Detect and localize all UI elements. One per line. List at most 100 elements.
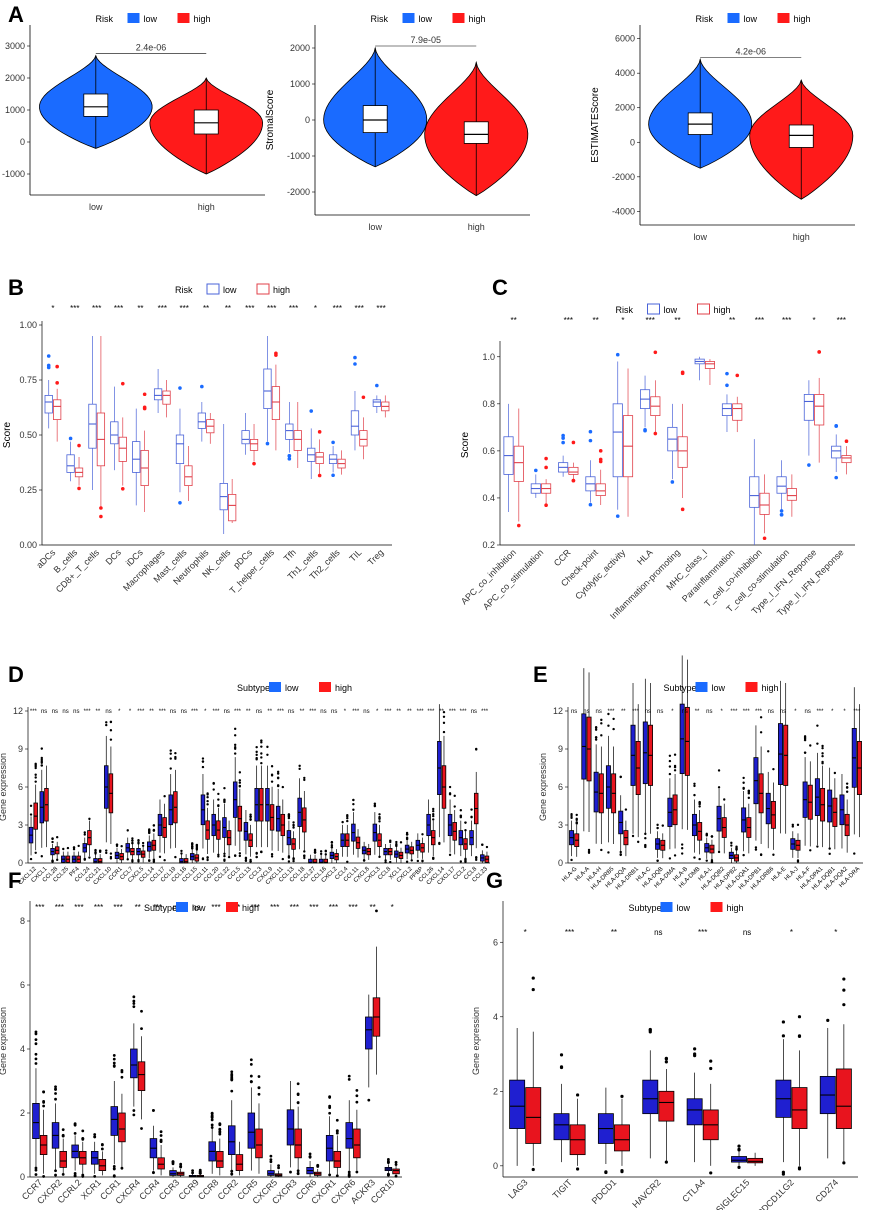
D-outlier-low	[169, 752, 172, 755]
D-outlier-high	[217, 804, 220, 808]
C-legend: Risk low high	[616, 303, 731, 315]
E-outlier-low	[570, 858, 573, 862]
D-outlier-high	[109, 738, 113, 741]
D-outlier-low	[459, 816, 463, 819]
C-outlier-high	[598, 449, 603, 453]
E-outlier-low	[668, 754, 672, 758]
B-outlier-low	[287, 457, 292, 461]
D-sig-CCL8: ns	[471, 709, 477, 715]
B-box-high-Mast_cells	[184, 465, 193, 486]
D-outlier-high	[152, 824, 156, 827]
D-sig-CCL11: *	[204, 709, 207, 715]
D-outlier-low	[201, 857, 205, 861]
E-outlier-high	[636, 840, 640, 844]
E-sig-HLA-DQB: ns	[657, 709, 663, 715]
F-outlier-low	[112, 1054, 116, 1057]
C-outlier-low	[779, 509, 784, 513]
F-outlier-low	[34, 1057, 38, 1061]
F-box-high-CCR2	[235, 1154, 244, 1171]
D-outlier-high	[195, 843, 199, 847]
C-outlier-low	[725, 371, 729, 376]
C-outlier-low	[779, 512, 784, 517]
C-outlier-low	[588, 502, 593, 507]
D-sig-CCL25: ns	[62, 709, 68, 715]
E-outlier-low	[693, 793, 696, 797]
D-outlier-low	[51, 840, 54, 844]
G-outlier-high	[664, 1160, 668, 1164]
F-outlier-high	[120, 1075, 124, 1079]
D-outlier-high	[260, 756, 263, 759]
D-outlier-high	[238, 854, 242, 858]
B-xtick-label-TIL: TIL	[347, 547, 363, 563]
C-sig-Type_I_IFN_Reponse: *	[812, 316, 815, 325]
C-outlier-high	[817, 350, 821, 354]
G-sig-PDCD1LG2: *	[790, 928, 793, 937]
E-outlier-high	[698, 801, 701, 804]
D-outlier-high	[292, 858, 295, 861]
C-outlier-high	[735, 373, 740, 378]
E-sig-HLA-DRB6: ns	[768, 709, 774, 715]
G-legend: Subtype low high	[629, 902, 744, 913]
F-outlier-high	[394, 1160, 398, 1164]
D-outlier-high	[485, 845, 489, 849]
D-outlier-high	[238, 771, 242, 774]
F-outlier-high	[140, 1009, 143, 1013]
E-outlier-high	[600, 722, 603, 725]
D-outlier-high	[34, 765, 37, 768]
E-outlier-low	[803, 735, 807, 738]
D-outlier-low	[29, 857, 33, 861]
C-outlier-high	[571, 478, 576, 483]
D-outlier-low	[223, 852, 226, 855]
F-outlier-low	[152, 1171, 155, 1175]
D-sig-PF4: ns	[73, 709, 79, 715]
E-outlier-low	[730, 844, 733, 847]
F-outlier-low	[191, 1169, 194, 1173]
F-outlier-high	[179, 1162, 183, 1166]
D-outlier-low	[29, 804, 33, 808]
D-outlier-high	[34, 762, 37, 766]
D-sig-CCL16: ns	[320, 709, 326, 715]
D-outlier-low	[212, 781, 215, 785]
G-legend-label-low: low	[677, 903, 691, 913]
E-outlier-low	[693, 782, 696, 785]
F-outlier-low	[34, 1166, 38, 1170]
G-sig-PDCD1: **	[611, 928, 617, 937]
F-outlier-high	[335, 1174, 339, 1178]
C-outlier-low	[561, 433, 565, 438]
F-ytick-label: 4	[20, 1044, 25, 1054]
B-outlier-high	[317, 473, 322, 478]
D-sig-CCL2: ***	[460, 709, 468, 715]
E-outlier-low	[742, 776, 745, 780]
F-outlier-high	[198, 1171, 202, 1175]
F-outlier-low	[386, 1161, 390, 1164]
G-outlier-low	[559, 1065, 564, 1070]
F-outlier-high	[394, 1163, 398, 1166]
F-sig-ACKR3: **	[370, 903, 376, 912]
E-outlier-low	[668, 857, 672, 860]
B-box-high-Macrophages	[162, 390, 171, 405]
D-outlier-high	[464, 860, 467, 863]
F-legend-label-high: high	[242, 903, 259, 913]
A3-pvalue: 4.2e-06	[735, 46, 766, 56]
D-outlier-high	[453, 794, 456, 798]
D-outlier-low	[233, 734, 237, 737]
D-sig-CXCL1: ns	[41, 709, 47, 715]
D-outlier-high	[410, 859, 413, 862]
B-outlier-high	[55, 381, 59, 385]
F-outlier-low	[210, 1118, 214, 1122]
D-outlier-low	[330, 840, 334, 844]
D-outlier-high	[34, 776, 37, 779]
E-outlier-low	[705, 833, 708, 836]
D-outlier-low	[233, 743, 237, 747]
B-outlier-low	[46, 354, 51, 358]
D-outlier-high	[313, 851, 317, 854]
F-outlier-low	[54, 1085, 57, 1089]
D-outlier-low	[233, 752, 237, 755]
D-outlier-high	[34, 851, 37, 854]
G-xtick-label-CTLA4: CTLA4	[680, 1177, 707, 1204]
E-outlier-low	[680, 847, 684, 850]
E-ytick-label: 3	[558, 820, 563, 830]
E-outlier-low	[717, 769, 721, 772]
D-outlier-low	[223, 798, 226, 801]
F-outlier-high	[277, 1166, 280, 1170]
